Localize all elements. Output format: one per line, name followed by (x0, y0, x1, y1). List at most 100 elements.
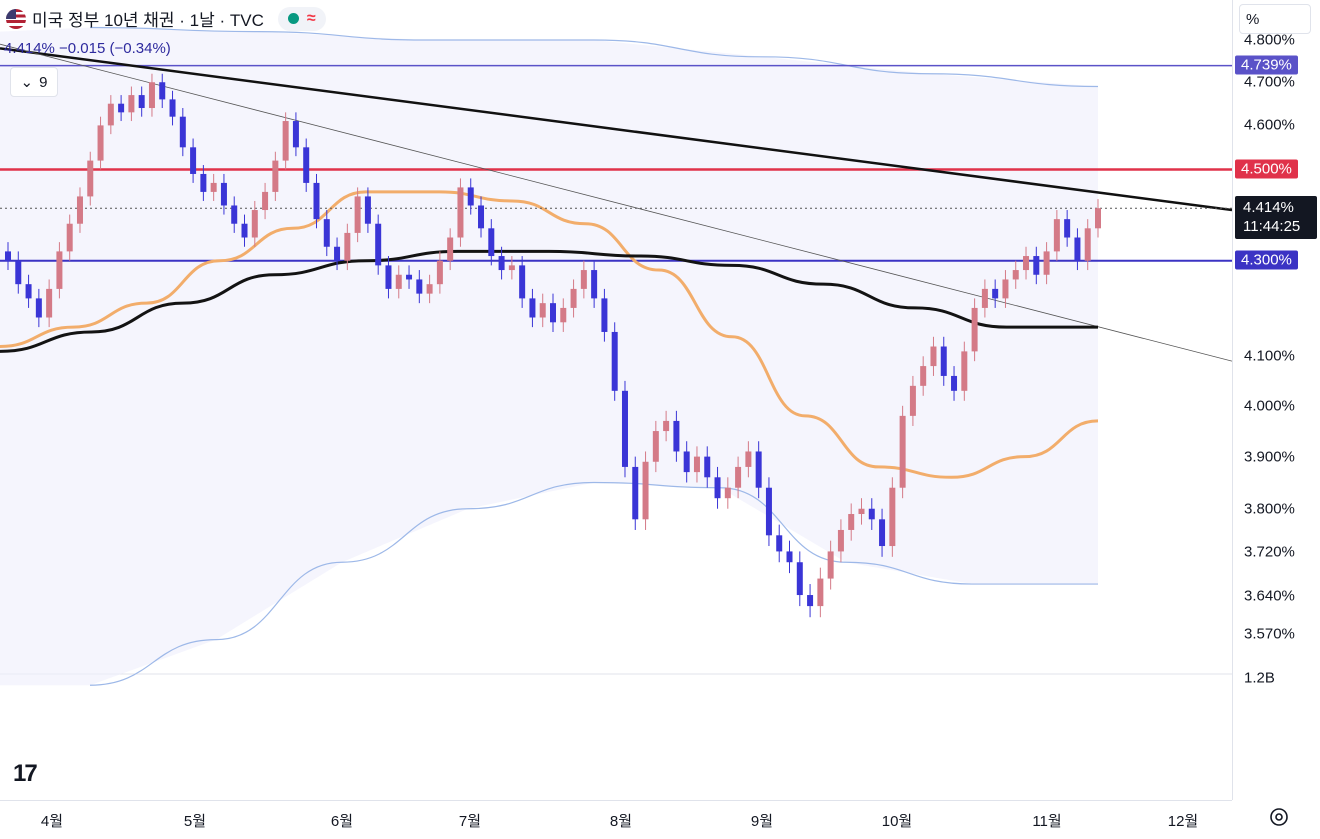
candle-body (693, 456, 700, 473)
price-tag-red-level: 4.500% (1235, 159, 1298, 179)
ma50-line (0, 190, 1099, 479)
candle-body (776, 535, 783, 552)
candle-body (138, 95, 145, 109)
candle-body (282, 121, 289, 161)
candle-body (745, 451, 752, 467)
candle-body (1053, 219, 1060, 252)
time-axis[interactable]: 4월 5월 6월 7월 8월 9월 10월 11월 12월 (0, 800, 1232, 839)
candle-body (519, 265, 526, 299)
candle-body (889, 487, 896, 547)
ohlc-values: 4.414% −0.015 (−0.34%) (4, 40, 171, 57)
candle-body (1033, 256, 1040, 275)
candle-body (220, 182, 227, 206)
candle-body (539, 303, 546, 318)
candle-body (817, 578, 824, 607)
candle-body (118, 103, 125, 113)
candle-body (66, 223, 73, 252)
candle-body (961, 351, 968, 391)
data-delay-icon: ≈ (306, 9, 316, 27)
candle-body (652, 431, 659, 462)
candle-body (714, 477, 721, 499)
candle-body (478, 205, 485, 229)
price-tag-resistance: 4.739% (1235, 55, 1298, 75)
candle-body (436, 260, 443, 285)
envelope-band-fill (0, 27, 1098, 686)
settings-gear-icon[interactable] (1268, 806, 1290, 828)
candle-body (354, 196, 361, 233)
candle-body (457, 187, 464, 238)
symbol-legend[interactable]: 미국 정부 10년 채권 · 1날 · TVC ≈ (6, 6, 326, 31)
candle-body (611, 331, 618, 391)
candle-body (200, 173, 207, 192)
candle-body (940, 346, 947, 376)
candle-body (879, 519, 886, 547)
candle-body (981, 288, 988, 308)
candle-body (601, 298, 608, 332)
price-tick: 3.640% (1244, 587, 1295, 605)
candle-body (364, 196, 371, 224)
candle-body (416, 279, 423, 294)
candle-body (292, 121, 299, 148)
candle-body (97, 125, 104, 161)
candle-body (375, 223, 382, 266)
time-tick: 9월 (750, 813, 774, 830)
ma200-line (0, 249, 1098, 353)
time-tick: 11월 (1032, 813, 1062, 830)
unit-button[interactable]: % (1239, 4, 1311, 34)
last-price-tag: 4.414% 11:44:25 (1235, 196, 1317, 239)
candle-body (1043, 251, 1050, 275)
candle-body (5, 251, 11, 261)
candle-body (1012, 270, 1019, 280)
candle-body (179, 116, 186, 148)
time-tick: 12월 (1167, 813, 1199, 830)
candle-body (148, 82, 155, 109)
volume-tick: 1.2B (1244, 669, 1275, 687)
price-tick: 3.570% (1244, 625, 1295, 643)
candle-body (930, 346, 937, 367)
candle-body (909, 385, 916, 416)
candle-body (786, 551, 793, 563)
candle-body (642, 461, 649, 520)
candle-body (15, 260, 22, 285)
candle-body (272, 160, 279, 192)
candle-body (837, 529, 844, 552)
candle-body (107, 103, 114, 126)
indicators-toggle-button[interactable]: ⌄ 9 (10, 67, 58, 97)
candle-body (190, 147, 197, 174)
price-tag-support: 4.300% (1235, 250, 1298, 270)
candle-body (570, 288, 577, 308)
price-axis[interactable]: % 4.800% 4.700% 4.600% 4.100% 4.000% 3.9… (1232, 0, 1320, 800)
candle-body (1074, 237, 1081, 261)
candle-body (673, 420, 680, 452)
bar-countdown: 11:44:25 (1243, 218, 1301, 235)
us-flag-icon (6, 8, 26, 29)
time-tick: 10월 (881, 813, 913, 830)
candle-body (76, 196, 83, 224)
tradingview-logo-icon[interactable]: 17 (13, 760, 38, 787)
price-tick: 3.900% (1244, 448, 1295, 466)
candle-body (704, 456, 711, 478)
chart-canvas[interactable] (0, 0, 1232, 800)
candle-body (169, 99, 176, 117)
status-pill[interactable]: ≈ (277, 6, 326, 31)
band-lower-line (89, 481, 1098, 686)
time-tick: 8월 (609, 813, 633, 830)
candle-body (724, 487, 731, 499)
candle-body (848, 514, 855, 530)
candle-body (241, 223, 248, 238)
chart-pane[interactable]: 미국 정부 10년 채권 · 1날 · TVC ≈ 4.414% −0.015 … (0, 0, 1232, 800)
candle-body (303, 147, 310, 183)
candle-body (632, 466, 639, 520)
price-tick: 3.720% (1244, 543, 1295, 561)
candle-body (46, 288, 53, 318)
candle-body (488, 228, 495, 257)
candle-body (591, 270, 598, 299)
candle-body (827, 551, 834, 579)
candle-body (323, 219, 330, 247)
price-tick: 4.600% (1244, 116, 1295, 134)
symbol-title[interactable]: 미국 정부 10년 채권 · 1날 · TVC (32, 11, 264, 30)
candle-body (1084, 228, 1091, 261)
price-tick: 3.800% (1244, 500, 1295, 518)
candle-body (951, 375, 958, 391)
band-upper-line (89, 26, 1099, 88)
